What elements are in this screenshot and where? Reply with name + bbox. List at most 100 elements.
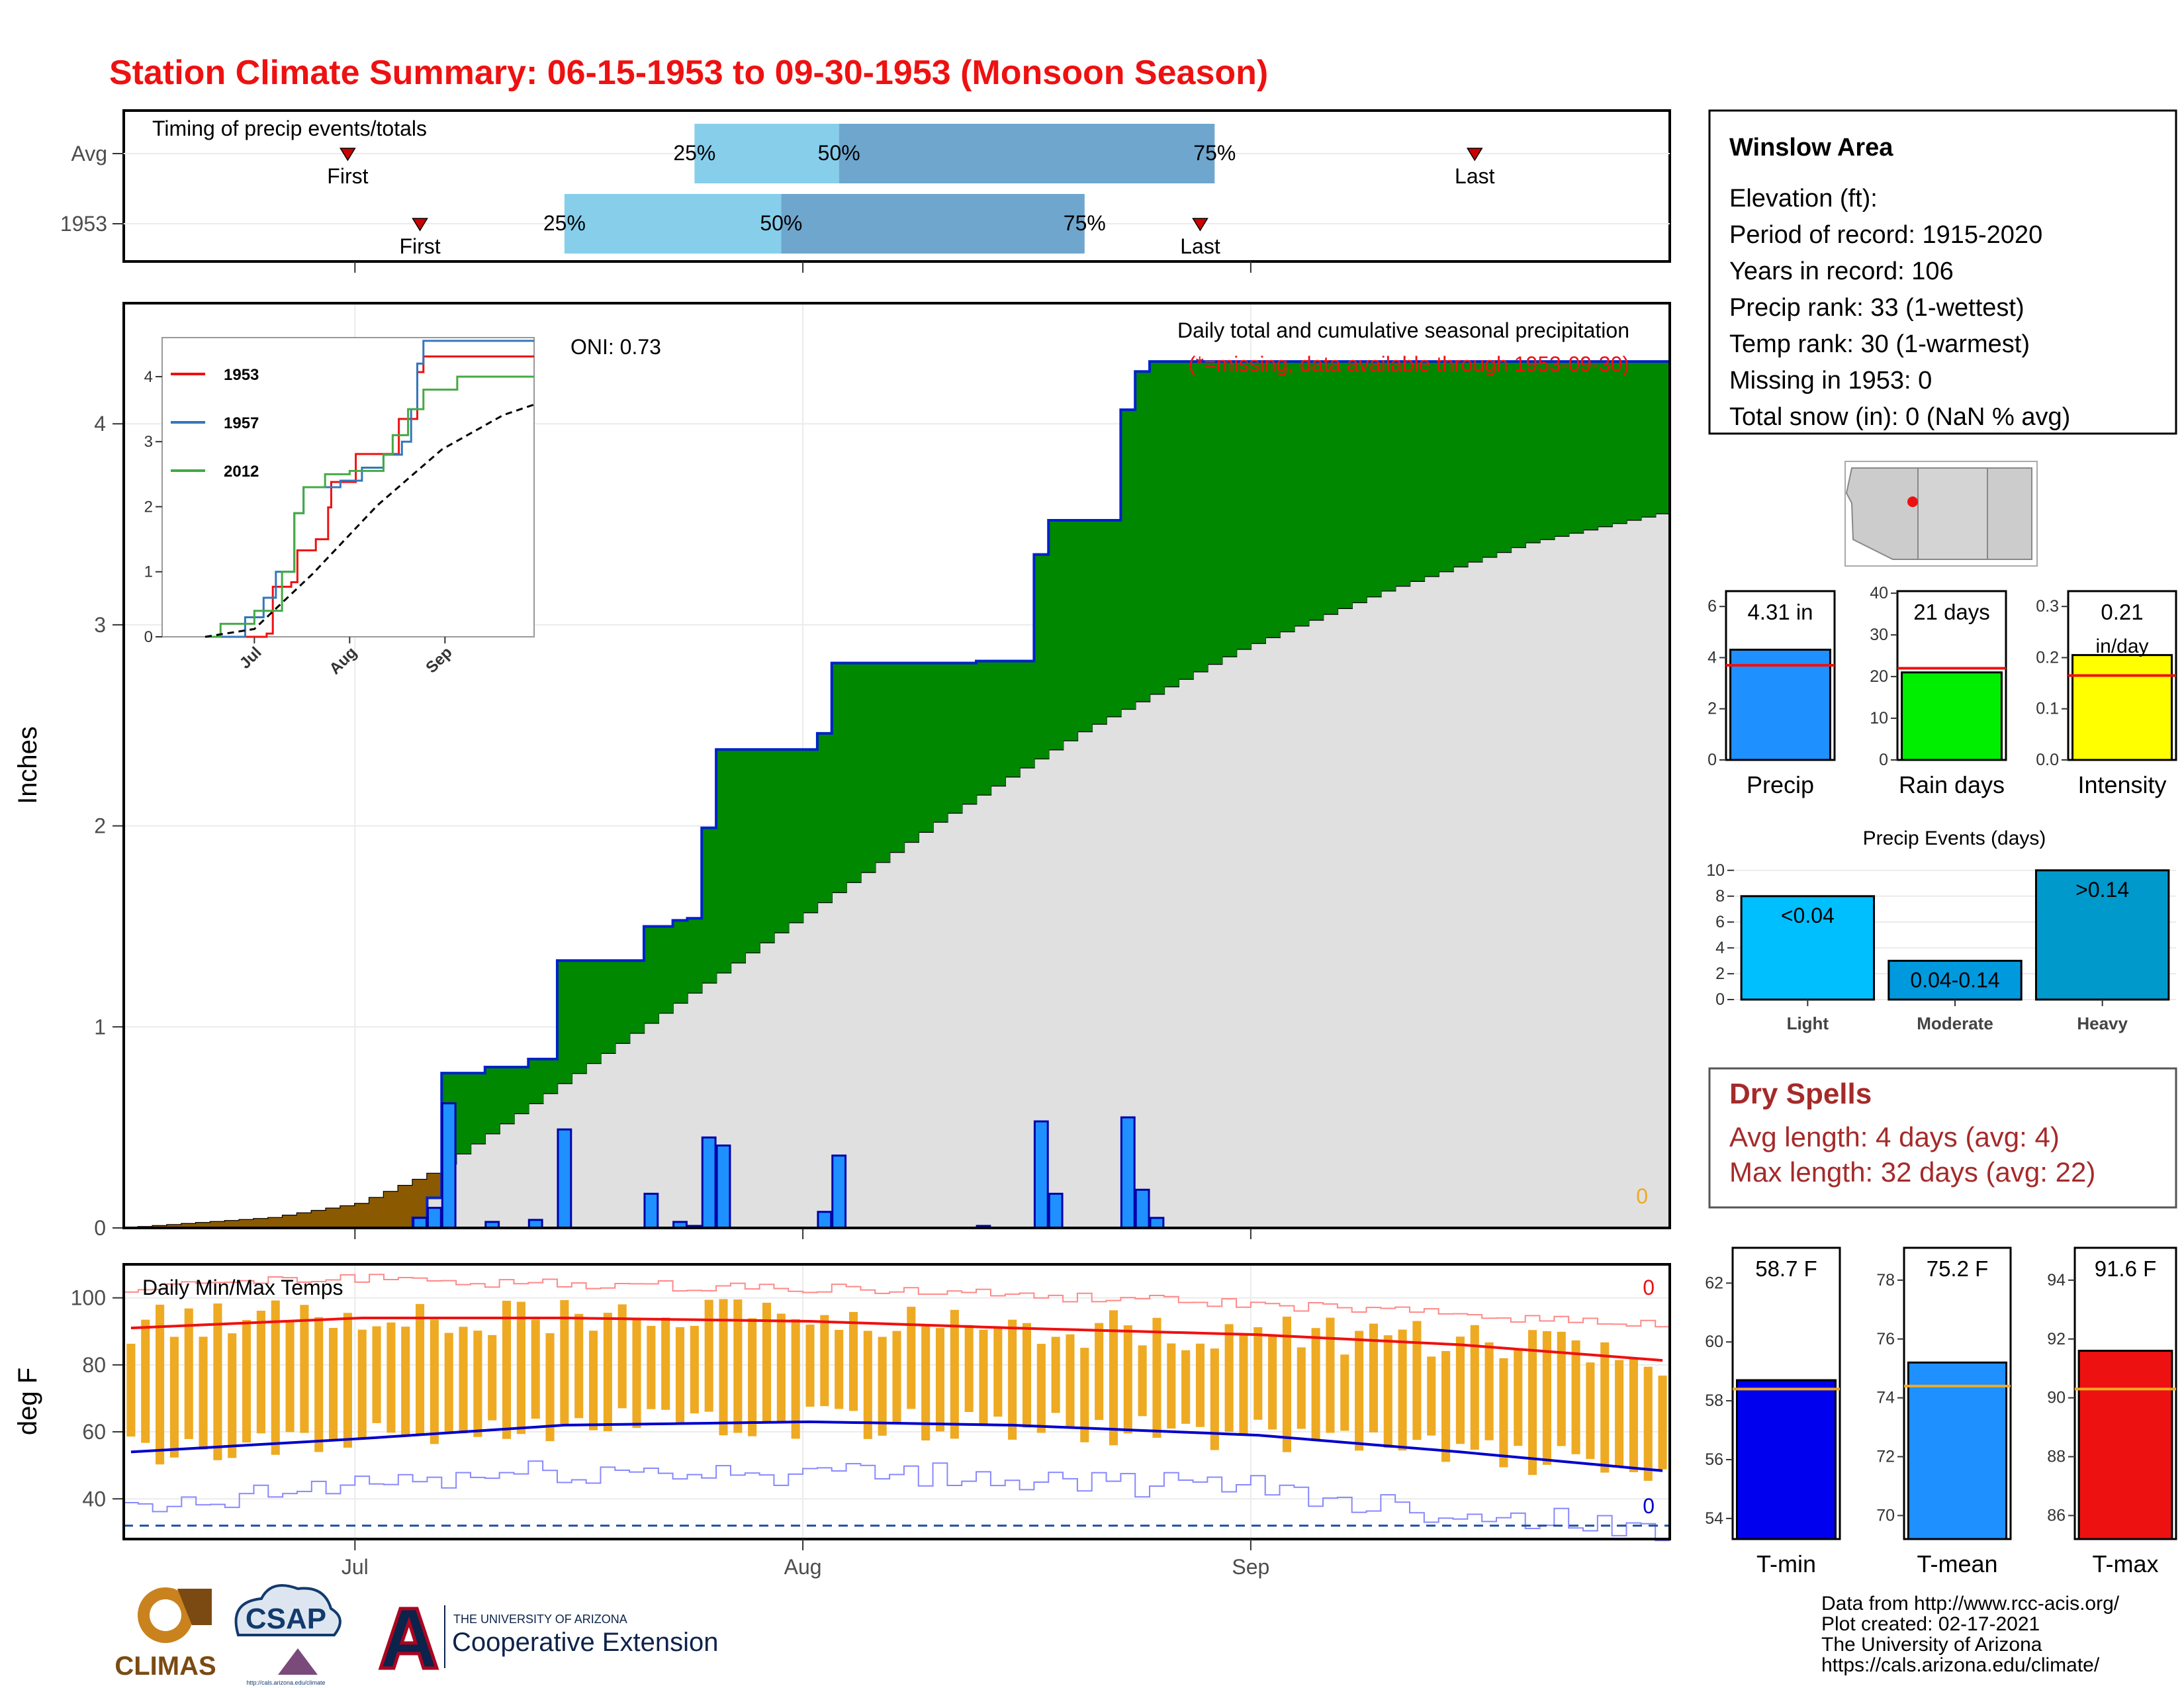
info-line: Years in record: 106	[1729, 258, 1954, 285]
above-normal-area	[1163, 361, 1179, 686]
below-normal-area	[239, 1219, 255, 1228]
timing-q50-q75-bar	[839, 124, 1215, 183]
daily-temp-range-bar	[1123, 1325, 1132, 1434]
inset-series-2012	[205, 375, 534, 638]
dry-spells-title: Dry Spells	[1729, 1078, 1872, 1110]
above-normal-area	[1063, 520, 1078, 741]
daily-temp-range-bar	[1195, 1343, 1205, 1427]
precip-title: Daily total and cumulative seasonal prec…	[1177, 318, 1629, 342]
daily-precip-bar	[441, 1102, 457, 1229]
daily-temp-range-bar	[921, 1326, 931, 1441]
above-normal-area	[1583, 361, 1598, 530]
daily-temp-range-bar	[228, 1333, 237, 1458]
mini-y-tick-label: 10	[1870, 709, 1888, 727]
above-normal-area	[759, 749, 775, 943]
timing-last-label: Last	[1180, 234, 1220, 258]
mini-value-label: 21 days	[1913, 600, 1990, 624]
above-normal-area	[1077, 520, 1093, 731]
above-normal-area	[600, 961, 616, 1053]
below-normal-area	[167, 1225, 183, 1228]
above-normal-area	[586, 961, 602, 1063]
mini-value-label: 58.7 F	[1755, 1256, 1817, 1281]
mini-y-tick-label: 4	[1707, 648, 1717, 667]
daily-temp-range-bar	[141, 1319, 150, 1443]
above-normal-area	[1279, 361, 1295, 632]
mini-y-tick-label: 54	[1705, 1509, 1723, 1528]
daily-temp-range-bar	[545, 1333, 555, 1442]
daily-temp-range-bar	[1066, 1334, 1075, 1427]
above-normal-area	[1467, 361, 1482, 562]
daily-temp-range-bar	[372, 1326, 381, 1423]
daily-temp-range-bar	[1369, 1323, 1378, 1433]
daily-temp-range-bar	[1455, 1336, 1465, 1444]
daily-temp-range-bar	[1484, 1342, 1494, 1440]
daily-precip-bar	[1149, 1217, 1165, 1229]
precip-y-tick-label: 1	[94, 1015, 106, 1039]
missing-count: 0	[1636, 1184, 1648, 1208]
mini-category-label: T-min	[1756, 1550, 1816, 1577]
daily-precip-bar	[1048, 1192, 1064, 1229]
above-normal-area	[889, 663, 905, 853]
above-normal-area	[962, 663, 977, 804]
daily-temp-range-bar	[805, 1325, 815, 1407]
above-normal-area	[1655, 361, 1670, 514]
daily-temp-range-bar	[271, 1300, 280, 1455]
daily-temp-range-bar	[242, 1320, 251, 1443]
below-normal-area	[326, 1208, 341, 1228]
above-normal-area	[716, 749, 731, 973]
mini-value-bar	[1729, 648, 1831, 761]
above-normal-area	[1337, 361, 1353, 608]
mini-y-tick-label: 0.1	[2036, 700, 2059, 718]
below-normal-area	[412, 1180, 428, 1218]
timing-last-marker	[1192, 218, 1208, 232]
above-normal-area	[499, 1067, 515, 1124]
climas-logo-text: CLIMAS	[114, 1652, 216, 1681]
events-y-tick-label: 8	[1715, 887, 1725, 906]
daily-temp-range-bar	[835, 1329, 844, 1409]
precip-frame	[122, 302, 1671, 1229]
daily-temp-range-bar	[1499, 1358, 1508, 1468]
mini-y-tick-label: 90	[2047, 1389, 2066, 1407]
record-max-line	[124, 1274, 1670, 1328]
above-normal-area	[643, 926, 659, 1023]
above-normal-area	[1106, 520, 1122, 717]
mini-y-tick-label: 30	[1870, 626, 1888, 644]
above-normal-area	[1250, 361, 1266, 643]
daily-temp-range-bar	[473, 1331, 482, 1437]
above-normal-area	[528, 1058, 543, 1103]
above-normal-area	[933, 663, 948, 822]
daily-temp-range-bar	[588, 1331, 598, 1430]
above-normal-area	[1424, 361, 1439, 577]
mini-value-bar	[1735, 1379, 1837, 1540]
above-normal-area	[1510, 361, 1526, 547]
timing-q25-label: 25%	[543, 211, 586, 235]
below-normal-area	[427, 1174, 443, 1198]
mini-y-tick-label: 40	[1870, 584, 1888, 602]
daily-temp-range-bar	[647, 1325, 656, 1409]
info-line: Period of record: 1915-2020	[1729, 221, 2042, 249]
temp-y-tick-label: 40	[82, 1487, 106, 1511]
above-normal-area	[1351, 361, 1367, 602]
info-frame	[1708, 109, 2177, 435]
daily-temp-range-bar	[1514, 1348, 1523, 1446]
mini-y-tick-label: 0	[1707, 751, 1717, 769]
below-normal-area	[210, 1221, 226, 1228]
above-normal-area	[615, 961, 630, 1043]
intensity-chart: 0.0 0.1 0.2 0.3 0.21 in/day Intensity	[2036, 590, 2177, 798]
below-normal-area	[296, 1213, 312, 1228]
above-normal-area	[903, 663, 919, 842]
timing-row-label: Avg	[71, 142, 107, 165]
daily-precip-bar	[701, 1136, 717, 1229]
credit-line: Data from http://www.rcc-acis.org/	[1821, 1593, 2120, 1615]
events-category-label: Moderate	[1917, 1013, 1993, 1033]
credits: Data from http://www.rcc-acis.org/Plot c…	[1821, 1593, 2120, 1676]
above-normal-area	[803, 749, 818, 913]
mini-y-tick-label: 94	[2047, 1271, 2066, 1289]
page-title: Station Climate Summary: 06-15-1953 to 0…	[109, 54, 1268, 92]
inset-x-tick-label: Jul	[236, 643, 265, 673]
tmax-chart: 86 88 90 92 94 91.6 F T-max	[2047, 1246, 2177, 1577]
temp-title: Daily Min/Max Temps	[142, 1276, 343, 1299]
daily-precip-bar	[831, 1154, 847, 1229]
above-normal-area	[918, 663, 934, 832]
